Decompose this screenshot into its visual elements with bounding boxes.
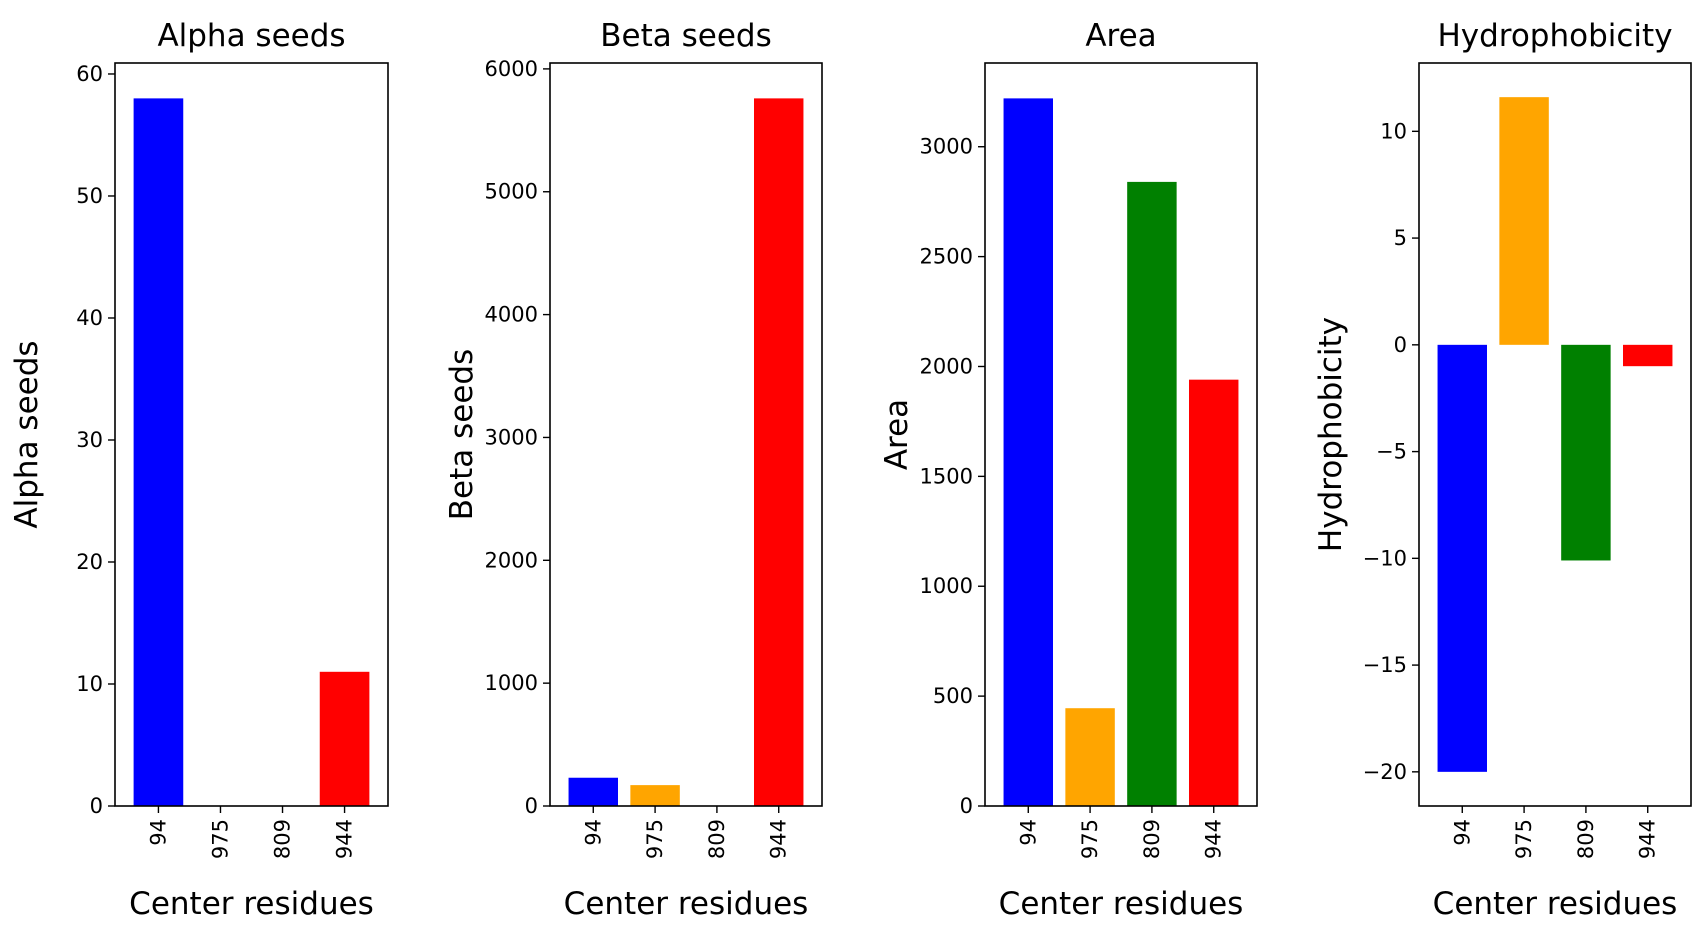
chart-title: Area [1085,18,1156,54]
chart-beta-seeds: Beta seeds 0 1000 2000 3000 4000 5000 6000 94 97… [444,18,823,922]
y-tick-label: 500 [933,684,973,708]
bars [1437,97,1673,772]
y-tick-label: 50 [76,184,103,208]
y-axis-label: Alpha seeds [9,340,45,528]
chart-title: Hydrophobicity [1437,18,1672,54]
x-tick-label: 94 [1016,819,1040,846]
x-axis-label: Center residues [999,886,1244,922]
chart-title: Alpha seeds [157,18,345,54]
y-tick-label: 2000 [485,548,538,572]
bar-975 [1499,97,1549,345]
y-tick-label: 5000 [485,180,538,204]
y-tick-label: 1500 [920,464,973,488]
chart-area: Area 0 500 1000 1500 2000 2500 3000 94 975 809 944… [879,18,1258,922]
ticks: −20 −15 −10 −5 0 5 10 94 975 809 944 [1363,119,1660,859]
ticks: 0 10 20 30 40 50 60 94 975 809 944 [76,62,356,859]
y-tick-label: 60 [76,62,103,86]
bar-944 [319,671,370,806]
y-tick-label: 2000 [920,354,973,378]
x-tick-label: 809 [705,819,729,859]
y-tick-label: 0 [960,794,973,818]
x-tick-label: 975 [1512,819,1536,859]
x-tick-label: 809 [1574,819,1598,859]
y-tick-label: 5 [1394,226,1407,250]
x-axis-label: Center residues [564,886,809,922]
y-axis-label: Area [879,399,915,470]
bar-944 [754,98,804,806]
y-tick-label: 6000 [485,57,538,81]
y-axis-label: Beta seeds [444,349,480,520]
x-tick-label: 94 [581,819,605,846]
x-tick-label: 944 [1202,819,1226,859]
y-tick-label: 20 [76,550,103,574]
x-tick-label: 975 [208,819,232,859]
ticks: 0 500 1000 1500 2000 2500 3000 94 975 809 944 [920,135,1226,859]
x-tick-label: 809 [1140,819,1164,859]
x-tick-label: 94 [1450,819,1474,846]
y-tick-label: −5 [1376,440,1407,464]
x-tick-label: 944 [1636,819,1660,859]
x-tick-label: 944 [333,819,357,859]
y-tick-label: 1000 [485,671,538,695]
bar-809 [1127,181,1177,806]
y-tick-label: 0 [90,794,103,818]
y-tick-label: 3000 [920,135,973,159]
ticks: 0 1000 2000 3000 4000 5000 6000 94 975 809 944 [485,57,791,859]
bars [1003,98,1239,806]
y-tick-label: −20 [1363,760,1407,784]
x-axis-label: Center residues [1433,886,1678,922]
y-tick-label: 0 [1394,333,1407,357]
y-tick-label: 1000 [920,574,973,598]
axes-frame [984,62,1258,807]
bar-944 [1189,379,1239,806]
bar-809 [1561,344,1611,561]
y-tick-label: 0 [525,794,538,818]
axes-frame [1418,62,1692,807]
y-tick-label: 2500 [920,245,973,269]
y-tick-label: 10 [1380,119,1407,143]
y-tick-label: −15 [1363,653,1407,677]
bar-94 [1003,98,1053,806]
bar-94 [568,777,618,806]
bar-975 [630,785,680,806]
chart-hydrophobicity: Hydrophobicity −20 −15 −10 −5 0 5 10 94 975 809 94… [1313,18,1692,922]
bar-94 [1437,344,1487,772]
bars [133,98,370,806]
y-tick-label: 10 [76,672,103,696]
x-tick-label: 94 [146,819,170,846]
y-tick-label: 3000 [485,425,538,449]
y-tick-label: 4000 [485,303,538,327]
axes-frame [549,62,823,807]
x-axis-label: Center residues [129,886,374,922]
bar-944 [1623,344,1673,367]
y-tick-label: −10 [1363,546,1407,570]
x-tick-label: 975 [643,819,667,859]
x-tick-label: 809 [271,819,295,859]
bars [568,98,804,806]
y-axis-label: Hydrophobicity [1313,317,1349,552]
bar-94 [133,98,184,806]
axes-frame [114,62,389,807]
chart-alpha-seeds: Alpha seeds 0 10 20 30 40 50 60 94 975 809 944 Cen… [9,18,389,922]
chart-title: Beta seeds [600,18,771,54]
y-tick-label: 30 [76,428,103,452]
y-tick-label: 40 [76,306,103,330]
x-tick-label: 944 [767,819,791,859]
bar-975 [1065,708,1115,806]
x-tick-label: 975 [1078,819,1102,859]
